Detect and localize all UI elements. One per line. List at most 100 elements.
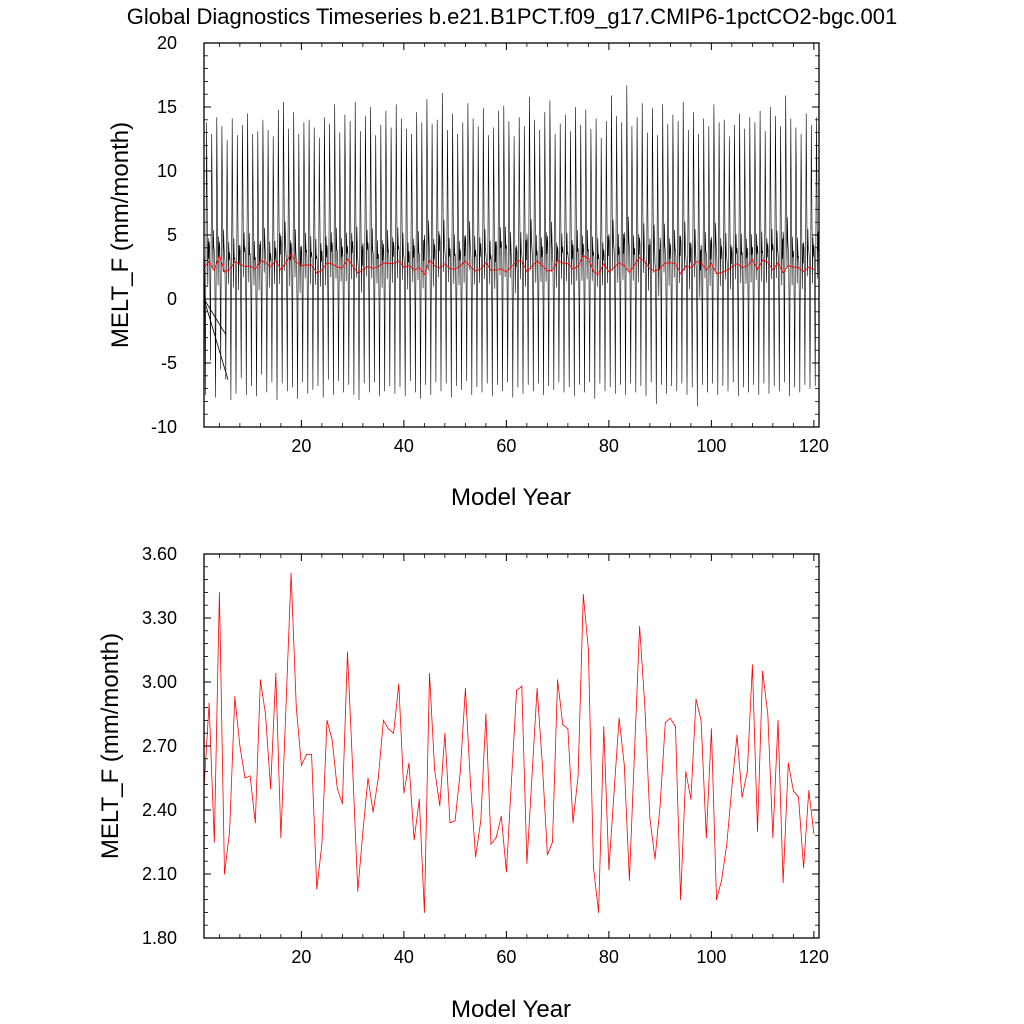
- annual-mean-point: [418, 798, 420, 800]
- annual-mean-point: [705, 837, 707, 839]
- annual-mean-line-top: [203, 253, 815, 276]
- annual-mean-point: [475, 856, 477, 858]
- annual-mean-point: [639, 626, 641, 627]
- annual-mean-point: [700, 719, 702, 721]
- annual-mean-point: [746, 771, 748, 773]
- top-series-layer: [203, 85, 819, 407]
- annual-mean-point: [275, 673, 277, 674]
- y-tick-label: 2.70: [142, 736, 177, 756]
- y-tick-label: 15: [157, 97, 177, 117]
- annual-mean-point: [787, 762, 789, 764]
- annual-mean-point: [321, 843, 323, 845]
- annual-mean-point: [326, 719, 328, 721]
- annual-mean-point: [336, 788, 338, 790]
- annual-mean-point: [270, 788, 272, 790]
- annual-mean-point: [280, 837, 282, 839]
- annual-mean-point: [803, 867, 805, 869]
- annual-mean-point: [582, 594, 584, 595]
- annual-mean-point: [454, 820, 456, 822]
- annual-mean-point: [695, 698, 697, 700]
- annual-mean-point: [516, 690, 518, 691]
- annual-mean-point: [388, 728, 389, 730]
- annual-mean-point: [439, 805, 441, 807]
- annual-mean-point: [295, 707, 297, 709]
- annual-mean-point: [716, 899, 717, 901]
- annual-mean-point: [398, 683, 400, 685]
- annual-mean-point: [536, 687, 538, 689]
- annual-mean-point: [598, 911, 600, 913]
- annual-mean-point: [459, 771, 461, 773]
- annual-mean-point: [357, 890, 359, 892]
- annual-mean-point: [511, 779, 512, 781]
- annual-mean-point: [741, 796, 743, 798]
- annual-mean-point: [372, 811, 374, 813]
- annual-mean-point: [249, 775, 251, 777]
- annual-mean-point: [649, 818, 651, 819]
- annual-mean-point: [347, 651, 348, 653]
- y-tick-label: 10: [157, 161, 177, 181]
- top-xlabel: Model Year: [451, 484, 571, 511]
- annual-mean-point: [813, 833, 815, 834]
- annual-mean-point: [572, 822, 574, 824]
- x-tick-label: 80: [599, 436, 619, 456]
- annual-mean-point: [654, 858, 656, 860]
- y-tick-label: 3.60: [142, 544, 177, 564]
- annual-mean-point: [239, 745, 241, 747]
- annual-mean-point: [352, 766, 354, 768]
- x-tick-label: 80: [599, 947, 619, 967]
- x-tick-label: 120: [799, 436, 829, 456]
- annual-mean-point: [429, 673, 430, 674]
- annual-mean-point: [608, 869, 610, 871]
- annual-mean-line-bottom: [203, 573, 815, 913]
- annual-mean-point: [623, 764, 625, 766]
- annual-mean-point: [690, 798, 692, 800]
- y-tick-label: 0: [167, 289, 177, 309]
- annual-mean-point: [685, 771, 687, 773]
- annual-mean-point: [229, 830, 231, 832]
- annual-mean-point: [782, 882, 784, 883]
- annual-mean-point: [675, 726, 676, 728]
- annual-mean-point: [587, 649, 589, 651]
- y-tick-label: 3.00: [142, 672, 177, 692]
- annual-mean-point: [434, 769, 436, 770]
- annual-mean-point: [377, 777, 379, 779]
- annual-mean-point: [762, 670, 764, 672]
- annual-mean-point: [603, 726, 605, 728]
- annual-mean-point: [541, 762, 543, 764]
- annual-mean-point: [464, 687, 466, 689]
- annual-mean-point: [244, 777, 246, 779]
- annual-mean-point: [254, 822, 256, 824]
- annual-mean-point: [480, 820, 482, 822]
- y-tick-label: 5: [167, 225, 177, 245]
- bottom-panel: 20 40 60 80 100 120 1.80 2.10 2.40 2.70 3.00 3.30 3.…: [97, 544, 829, 1023]
- spinup-artifact-line: [203, 298, 229, 380]
- annual-mean-point: [367, 777, 369, 779]
- y-tick-label: 2.40: [142, 800, 177, 820]
- annual-mean-point: [423, 911, 425, 913]
- annual-mean-point: [593, 867, 594, 869]
- annual-mean-point: [557, 679, 559, 681]
- bottom-ylabel: MELT_F (mm/month): [97, 633, 124, 859]
- annual-mean-point: [664, 722, 666, 723]
- annual-mean-point: [485, 713, 487, 715]
- annual-mean-point: [721, 879, 723, 881]
- annual-mean-point: [644, 705, 646, 706]
- annual-mean-point: [767, 713, 769, 715]
- top-plot-frame: [203, 42, 820, 428]
- annual-mean-point: [669, 717, 671, 719]
- annual-mean-point: [444, 732, 446, 734]
- annual-mean-point: [757, 830, 758, 832]
- annual-mean-point: [634, 751, 635, 753]
- y-tick-label: 2.10: [142, 864, 177, 884]
- annual-mean-point: [777, 719, 779, 721]
- annual-mean-point: [731, 786, 733, 787]
- annual-mean-point: [751, 664, 753, 666]
- spinup-artifact-line: [203, 298, 227, 336]
- annual-mean-point: [628, 879, 630, 881]
- figure-title: Global Diagnostics Timeseries b.e21.B1PC…: [127, 4, 897, 29]
- annual-mean-point: [710, 728, 712, 730]
- y-tick-label: 20: [157, 33, 177, 53]
- top-panel: 20 40 60 80 100 120 -10 -5 0 5 10 15 20 Model Year M…: [107, 33, 829, 511]
- annual-mean-point: [306, 754, 307, 755]
- annual-mean-point: [521, 685, 523, 687]
